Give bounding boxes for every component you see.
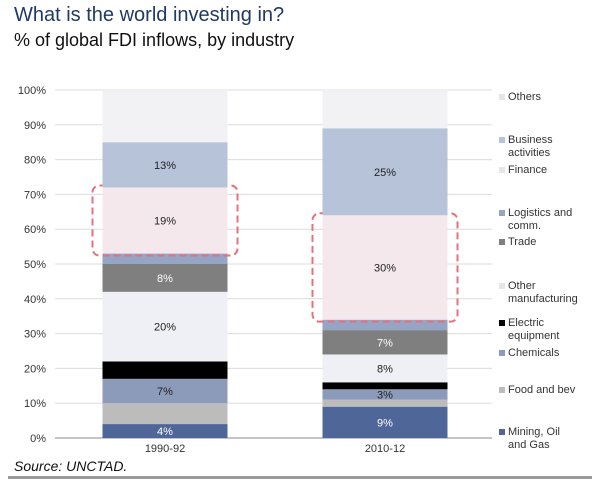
bar-segment — [102, 403, 228, 425]
legend-label-line: Trade — [508, 236, 536, 248]
legend-swatch — [499, 210, 505, 216]
highlight-box — [311, 212, 459, 323]
legend-label: Trade — [508, 236, 536, 248]
data-label: 20% — [154, 322, 176, 334]
legend-swatch — [499, 320, 505, 326]
legend-label-line: Mining, Oil — [508, 426, 560, 438]
legend-label-line: Other — [508, 280, 536, 292]
chart-title: What is the world investing in? — [14, 4, 285, 26]
y-tick-label: 40% — [24, 294, 46, 306]
x-tick-label: 1990-92 — [145, 443, 185, 455]
legend-swatch — [499, 387, 505, 393]
bar-segment — [322, 382, 448, 390]
y-tick-label: 0% — [30, 433, 46, 445]
legend-label: Other manufacturing — [508, 280, 578, 305]
bar-segment — [322, 330, 448, 355]
legend-label-line: Business — [508, 134, 553, 146]
legend-label-line: Electric — [508, 317, 545, 329]
bar-segment — [102, 378, 228, 404]
data-label: 30% — [374, 262, 396, 274]
bar-segment — [322, 399, 448, 407]
bar-segment — [102, 187, 228, 254]
x-tick-label: 2010-12 — [365, 443, 405, 455]
y-tick-label: 20% — [24, 363, 46, 375]
legend-label-line: activities — [508, 147, 551, 159]
bar-segment — [322, 215, 448, 320]
y-tick-label: 70% — [24, 189, 46, 201]
bar-segment — [102, 424, 228, 438]
legend-label: Logistics and comm. — [508, 207, 572, 232]
legend-label-line: manufacturing — [508, 293, 578, 305]
legend-swatch — [499, 137, 505, 143]
legend-swatch — [499, 167, 505, 173]
legend-label: Finance — [508, 164, 547, 176]
legend-swatch — [499, 429, 505, 435]
bar-segment — [102, 253, 228, 264]
bar-segment — [322, 90, 448, 129]
legend-label-line: equipment — [508, 330, 559, 342]
legend-label: Mining, Oil and Gas — [508, 426, 560, 451]
data-label: 9% — [377, 417, 393, 429]
y-tick-label: 30% — [24, 329, 46, 341]
bar-segment — [102, 291, 228, 362]
bar-segment — [322, 319, 448, 331]
bar-segment — [102, 90, 228, 143]
bar-segment — [322, 128, 448, 216]
legend-label-line: Food and bev — [508, 384, 576, 396]
bar-segment — [322, 354, 448, 383]
data-label: 7% — [157, 386, 173, 398]
legend-label-line: Others — [508, 91, 542, 103]
y-tick-label: 50% — [24, 259, 46, 271]
data-label: 4% — [157, 426, 173, 438]
y-tick-label: 10% — [24, 398, 46, 410]
bottom-rule — [8, 476, 592, 479]
legend-label-line: and Gas — [508, 439, 550, 451]
legend-label: Electric equipment — [508, 317, 559, 342]
legend-swatch — [499, 94, 505, 100]
legend-swatch — [499, 283, 505, 289]
legend-label: Business activities — [508, 134, 553, 159]
data-label: 13% — [154, 160, 176, 172]
highlight-box — [91, 184, 239, 257]
bar-segment — [102, 361, 228, 379]
legend-label-line: comm. — [508, 220, 541, 232]
chart-subtitle: % of global FDI inflows, by industry — [14, 30, 295, 50]
legend-label-line: Chemicals — [508, 347, 560, 359]
data-label: 19% — [154, 216, 176, 228]
y-tick-label: 80% — [24, 155, 46, 167]
y-tick-label: 100% — [18, 85, 46, 97]
legend-label-line: Logistics and — [508, 207, 572, 219]
data-label: 7% — [377, 337, 393, 349]
legend-label-line: Finance — [508, 164, 547, 176]
bar-segment — [322, 406, 448, 438]
bar-segment — [102, 142, 228, 188]
data-label: 8% — [157, 273, 173, 285]
data-label: 8% — [377, 363, 393, 375]
bar-segment — [102, 264, 228, 292]
bar-segment — [322, 389, 448, 400]
data-label: 25% — [374, 167, 396, 179]
legend-label: Chemicals — [508, 347, 560, 359]
legend-swatch — [499, 239, 505, 245]
data-label: 3% — [377, 390, 393, 402]
legend-swatch — [499, 350, 505, 356]
source-note: Source: UNCTAD. — [14, 458, 128, 474]
legend-label: Food and bev — [508, 384, 576, 396]
y-tick-label: 90% — [24, 120, 46, 132]
y-tick-label: 60% — [24, 224, 46, 236]
legend-label: Others — [508, 91, 542, 103]
